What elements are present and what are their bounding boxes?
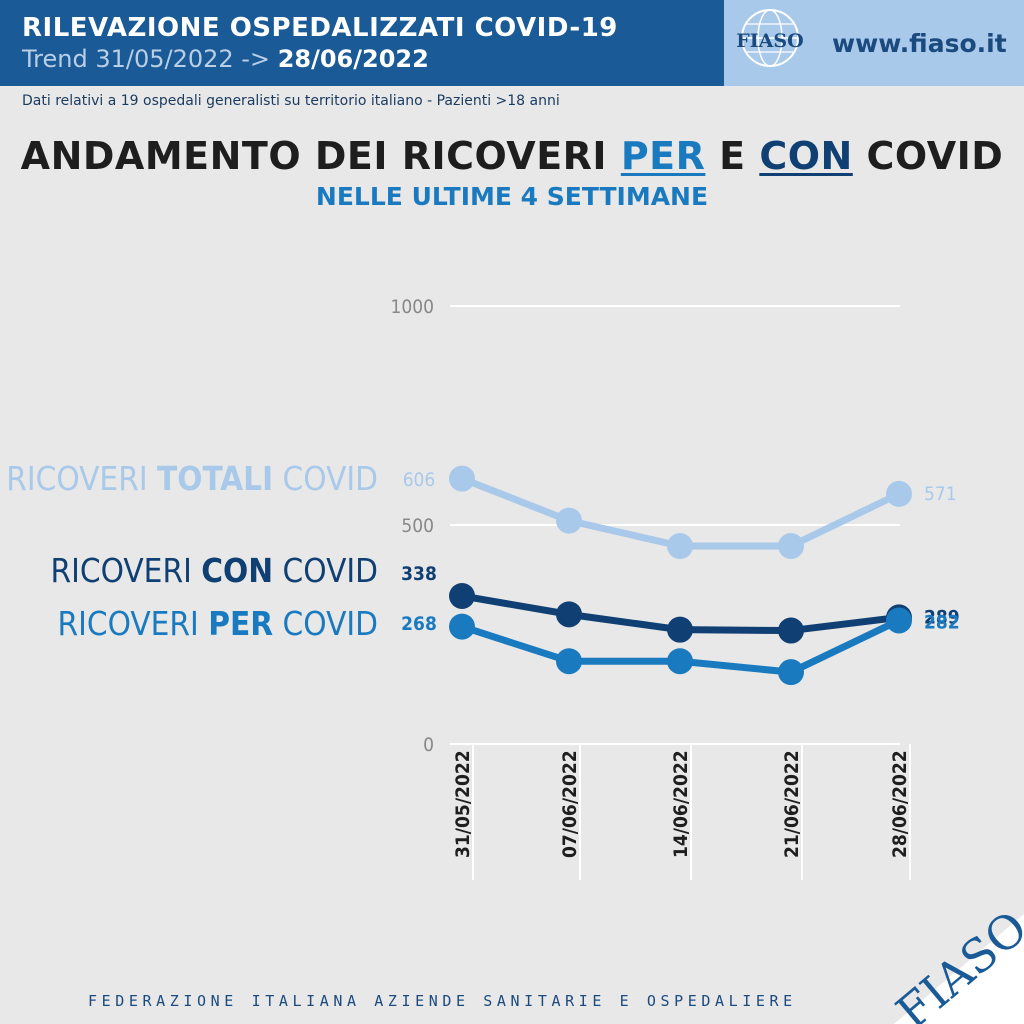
legend-label-totali: RICOVERI TOTALI COVID <box>6 459 378 498</box>
main-title-middle: E <box>705 134 760 178</box>
corner-logo-graphic: FIASO <box>886 900 1024 1024</box>
globe-icon: FIASO <box>736 9 804 67</box>
legend-label-pre-totali: RICOVERI <box>6 459 157 498</box>
site-url-link[interactable]: www.fiaso.it <box>832 28 1007 58</box>
footer-organization: FEDERAZIONE ITALIANA AZIENDE SANITARIE E… <box>88 992 797 1010</box>
header-title: RILEVAZIONE OSPEDALIZZATI COVID-19 <box>22 13 618 43</box>
data-point-con-3 <box>778 617 804 644</box>
x-tick-label-1: 07/06/2022 <box>559 750 581 858</box>
corner-logo: FIASO <box>844 874 1024 1024</box>
legend-label-bold-per: PER <box>208 604 273 643</box>
legend-label-con: RICOVERI CON COVID <box>50 551 378 590</box>
main-title-con: CON <box>759 134 853 178</box>
data-source-note: Dati relativi a 19 ospedali generalisti … <box>22 93 560 109</box>
data-point-con-2 <box>667 616 693 643</box>
data-point-per-2 <box>667 648 693 675</box>
header-site-panel: FIASO www.fiaso.it <box>724 0 1024 86</box>
trend-prefix: Trend 31/05/2022 -> <box>22 45 271 73</box>
x-tick-label-2: 14/06/2022 <box>670 750 692 858</box>
main-title: ANDAMENTO DEI RICOVERI PER E CON COVID <box>0 134 1024 178</box>
logo-text: FIASO <box>736 30 803 52</box>
main-title-per: PER <box>620 134 706 178</box>
data-point-con-0 <box>449 582 475 609</box>
chart-subtitle: NELLE ULTIME 4 SETTIMANE <box>315 182 709 211</box>
trend-end-date: 28/06/2022 <box>277 45 429 73</box>
legend-label-per: RICOVERI PER COVID <box>57 604 378 643</box>
legend-label-post-con: COVID <box>273 551 378 590</box>
y-tick-label-0: 0 <box>423 734 434 756</box>
end-value-label-totali: 571 <box>924 483 957 505</box>
main-title-part2: COVID <box>852 134 1004 178</box>
data-point-per-3 <box>778 659 804 686</box>
header-banner: RILEVAZIONE OSPEDALIZZATI COVID-19 Trend… <box>0 0 724 86</box>
end-value-label-per: 282 <box>924 611 960 633</box>
data-point-per-4 <box>886 607 912 634</box>
legend-label-pre-per: RICOVERI <box>57 604 208 643</box>
x-tick-label-0: 31/05/2022 <box>452 750 474 858</box>
legend-label-pre-con: RICOVERI <box>50 551 201 590</box>
data-point-totali-3 <box>778 533 804 560</box>
y-tick-label-1000: 1000 <box>391 296 435 318</box>
start-value-label-con: 338 <box>401 563 437 585</box>
x-tick-label-3: 21/06/2022 <box>781 750 803 858</box>
x-tick-label-4: 28/06/2022 <box>889 750 911 858</box>
header-trend: Trend 31/05/2022 -> 28/06/2022 <box>22 44 724 74</box>
y-tick-label-500: 500 <box>401 515 434 537</box>
end-value-label-con: 289 <box>924 606 960 628</box>
data-point-totali-4 <box>886 480 912 507</box>
start-value-label-per: 268 <box>401 613 437 635</box>
main-title-part1: ANDAMENTO DEI RICOVERI <box>20 134 621 178</box>
legend-label-post-per: COVID <box>273 604 378 643</box>
start-value-label-totali: 606 <box>403 469 436 491</box>
legend-label-bold-con: CON <box>201 551 273 590</box>
legend-label-bold-totali: TOTALI <box>157 459 273 498</box>
data-point-totali-1 <box>556 507 582 534</box>
data-point-per-0 <box>449 613 475 640</box>
data-point-con-1 <box>556 601 582 628</box>
data-point-per-1 <box>556 648 582 675</box>
fiaso-globe-logo: FIASO <box>724 0 816 86</box>
legend-label-post-totali: COVID <box>273 459 378 498</box>
data-point-totali-2 <box>667 533 693 560</box>
data-point-totali-0 <box>449 465 475 492</box>
